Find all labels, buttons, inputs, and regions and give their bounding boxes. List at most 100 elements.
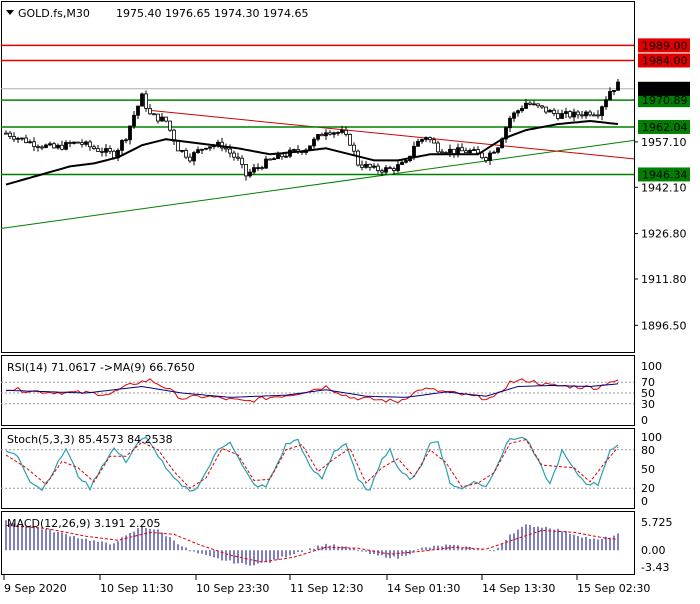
price-tick-label: 1942.10 [641, 181, 687, 194]
candle [36, 144, 40, 152]
candle [132, 111, 136, 129]
candle [436, 140, 440, 155]
candle [540, 105, 544, 109]
candle [516, 109, 520, 117]
candle-body [392, 168, 396, 171]
axis-layer: 1989.00 1984.00 1970.89 1962.04 1946.34 1974.… [3, 38, 690, 595]
candle-body [104, 148, 108, 153]
candle-body [312, 138, 316, 147]
candle [180, 149, 184, 153]
candle-body [84, 141, 88, 145]
candle [236, 152, 240, 161]
candle-body [232, 152, 236, 158]
candle [588, 109, 592, 117]
candle [332, 131, 336, 138]
candle-body [568, 111, 572, 118]
candle-body [144, 93, 148, 109]
candle [156, 113, 160, 124]
candle-body [504, 127, 508, 140]
candle-body [492, 151, 496, 154]
candle-body [520, 108, 524, 112]
level-label-4: 1946.34 [642, 168, 688, 181]
candle [4, 130, 8, 135]
main-panel[interactable] [1, 1, 635, 353]
candle-body [124, 139, 128, 142]
candle-body [140, 93, 144, 107]
candle-body [412, 145, 416, 157]
candle [488, 150, 492, 166]
candle-body [24, 137, 28, 144]
stoch-panel[interactable] [1, 428, 635, 509]
rsi-panel[interactable] [1, 355, 635, 426]
level-label-0: 1989.00 [642, 39, 688, 52]
candle-body [596, 114, 600, 117]
candle [92, 144, 96, 150]
candle [532, 100, 536, 106]
candle [184, 148, 188, 160]
candle [44, 143, 48, 149]
level-label-2: 1970.89 [642, 94, 688, 107]
candle [492, 150, 496, 154]
main-plot-layer [0, 44, 635, 229]
candle [480, 152, 484, 160]
rsi-line [5, 378, 619, 404]
candle-body [120, 140, 124, 151]
candle-body [52, 143, 56, 149]
candle-body [508, 117, 512, 129]
candle [268, 158, 272, 161]
candle-body [20, 137, 24, 140]
candle-body [72, 141, 76, 144]
candle-body [60, 144, 64, 150]
candle [272, 157, 276, 161]
stoch-label: Stoch(5,3,3) 85.4573 84.2538 [7, 433, 173, 446]
current-price-label-box [638, 81, 690, 96]
candle-body [528, 102, 532, 105]
candle [256, 163, 260, 172]
macd-tick-label: 0.00 [641, 544, 666, 557]
level-label-4-box [638, 167, 690, 182]
ohlc-readout: 1975.40 1976.65 1974.30 1974.65 [116, 7, 308, 20]
candle-body [4, 132, 8, 135]
candle [560, 109, 564, 119]
candle [48, 141, 52, 147]
candle [380, 168, 384, 177]
candle [472, 146, 476, 152]
macd-tick-label: -3.43 [641, 561, 669, 574]
candle [352, 142, 356, 156]
candle [576, 110, 580, 119]
candle-body [604, 99, 608, 108]
candle-body [556, 113, 560, 119]
candle-body [368, 163, 372, 168]
candle [176, 140, 180, 152]
candle-body [88, 141, 92, 148]
candle [616, 78, 620, 91]
candle-body [188, 156, 192, 162]
candle-body [280, 153, 284, 158]
candle-body [168, 120, 172, 131]
candle [320, 132, 324, 137]
macd-panel[interactable] [1, 511, 635, 575]
chevron-down-icon[interactable] [6, 10, 14, 15]
candle-body [236, 156, 240, 159]
level-label-1: 1984.00 [642, 54, 688, 67]
candle-body [584, 111, 588, 117]
candle-body [16, 137, 20, 140]
candle [584, 110, 588, 119]
stoch-tick-label: 0 [641, 495, 648, 508]
time-tick-label: 14 Sep 01:30 [387, 582, 460, 595]
candle-body [28, 141, 32, 144]
rsi-label: RSI(14) 71.0617 ->MA(9) 66.7650 [7, 361, 195, 374]
candle-body [248, 171, 252, 177]
candle-body [576, 111, 580, 116]
candle-body [364, 163, 368, 168]
candle-body [152, 113, 156, 116]
candle-body [608, 91, 612, 101]
candle-body [564, 111, 568, 114]
candle [204, 147, 208, 151]
candle-body [176, 140, 180, 152]
candle [208, 146, 212, 152]
rsi-tick-label: 50 [641, 387, 655, 400]
candle-body [332, 132, 336, 135]
